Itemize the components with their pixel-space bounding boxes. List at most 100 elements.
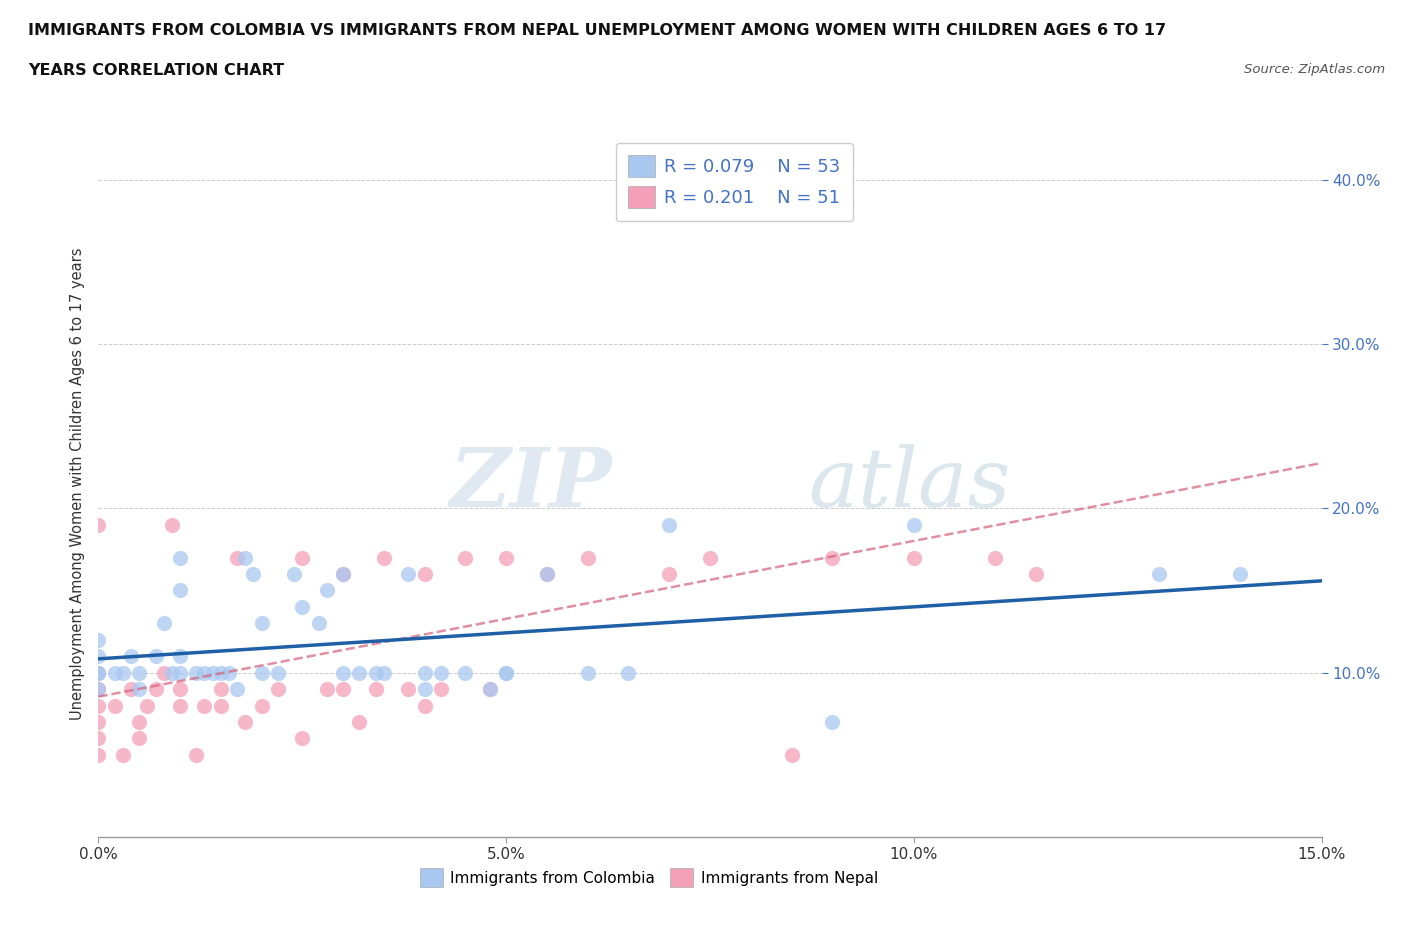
Text: IMMIGRANTS FROM COLOMBIA VS IMMIGRANTS FROM NEPAL UNEMPLOYMENT AMONG WOMEN WITH : IMMIGRANTS FROM COLOMBIA VS IMMIGRANTS F… [28, 23, 1166, 38]
Point [315, 583, 337, 598]
Point [576, 551, 599, 565]
Point [209, 682, 232, 697]
Point [104, 665, 127, 680]
Point [536, 566, 558, 581]
Point [267, 682, 290, 697]
Point [250, 698, 273, 713]
Point [658, 517, 681, 532]
Point [193, 665, 215, 680]
Point [104, 698, 127, 713]
Point [478, 682, 501, 697]
Point [396, 566, 419, 581]
Point [209, 665, 232, 680]
Point [111, 665, 134, 680]
Point [373, 551, 395, 565]
Point [186, 748, 208, 763]
Point [536, 566, 558, 581]
Point [169, 551, 191, 565]
Point [87, 714, 110, 729]
Point [169, 583, 191, 598]
Point [576, 665, 599, 680]
Point [145, 649, 167, 664]
Point [478, 682, 501, 697]
Point [349, 714, 371, 729]
Point [332, 566, 354, 581]
Point [903, 517, 925, 532]
Point [128, 665, 150, 680]
Point [364, 682, 387, 697]
Point [617, 665, 640, 680]
Point [136, 698, 159, 713]
Point [209, 698, 232, 713]
Point [226, 551, 249, 565]
Point [495, 551, 517, 565]
Point [413, 698, 436, 713]
Point [430, 682, 453, 697]
Point [658, 566, 681, 581]
Point [226, 682, 249, 697]
Point [169, 682, 191, 697]
Point [495, 665, 517, 680]
Point [87, 632, 110, 647]
Point [364, 665, 387, 680]
Point [152, 665, 174, 680]
Point [413, 566, 436, 581]
Point [430, 665, 453, 680]
Point [87, 665, 110, 680]
Point [332, 665, 354, 680]
Point [87, 748, 110, 763]
Point [332, 682, 354, 697]
Point [242, 566, 264, 581]
Point [193, 698, 215, 713]
Point [169, 649, 191, 664]
Point [1147, 566, 1170, 581]
Text: YEARS CORRELATION CHART: YEARS CORRELATION CHART [28, 63, 284, 78]
Point [821, 714, 844, 729]
Text: atlas: atlas [808, 444, 1011, 524]
Point [780, 748, 803, 763]
Point [87, 682, 110, 697]
Point [283, 566, 305, 581]
Point [186, 665, 208, 680]
Point [128, 731, 150, 746]
Point [169, 698, 191, 713]
Point [617, 205, 640, 219]
Point [160, 517, 183, 532]
Point [169, 665, 191, 680]
Point [821, 551, 844, 565]
Point [413, 682, 436, 697]
Point [87, 731, 110, 746]
Point [201, 665, 224, 680]
Point [308, 616, 330, 631]
Y-axis label: Unemployment Among Women with Children Ages 6 to 17 years: Unemployment Among Women with Children A… [70, 247, 86, 720]
Point [454, 665, 477, 680]
Point [87, 649, 110, 664]
Point [315, 682, 337, 697]
Point [1229, 566, 1251, 581]
Text: Source: ZipAtlas.com: Source: ZipAtlas.com [1244, 63, 1385, 76]
Point [291, 551, 314, 565]
Point [413, 665, 436, 680]
Point [120, 682, 142, 697]
Point [87, 682, 110, 697]
Legend: Immigrants from Colombia, Immigrants from Nepal: Immigrants from Colombia, Immigrants fro… [413, 862, 884, 893]
Point [495, 665, 517, 680]
Text: ZIP: ZIP [450, 444, 612, 524]
Point [111, 748, 134, 763]
Point [699, 551, 721, 565]
Point [984, 551, 1007, 565]
Point [120, 649, 142, 664]
Point [291, 600, 314, 615]
Point [218, 665, 240, 680]
Point [396, 682, 419, 697]
Point [1025, 566, 1047, 581]
Point [145, 682, 167, 697]
Point [332, 566, 354, 581]
Point [454, 551, 477, 565]
Point [128, 682, 150, 697]
Point [250, 616, 273, 631]
Point [87, 517, 110, 532]
Point [291, 731, 314, 746]
Point [349, 665, 371, 680]
Point [87, 665, 110, 680]
